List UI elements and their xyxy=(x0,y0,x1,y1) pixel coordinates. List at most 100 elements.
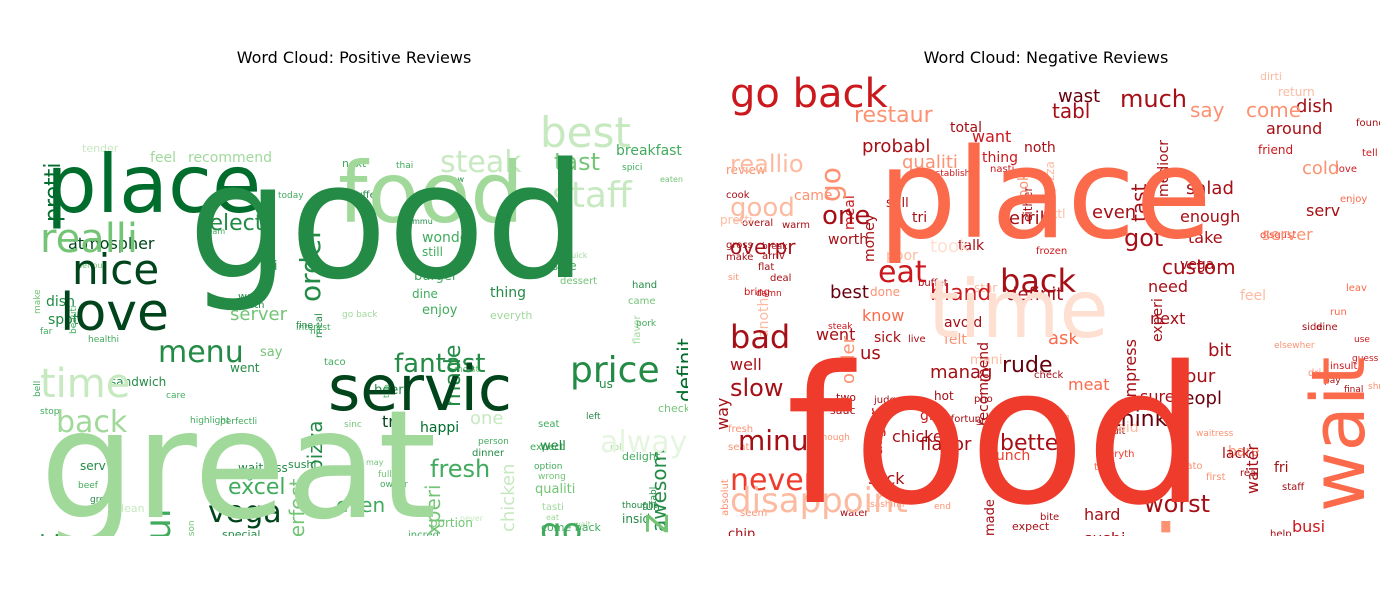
pos-word-vega: vega xyxy=(208,495,282,530)
pos-word-back: back xyxy=(56,405,128,440)
neg-word-two: two xyxy=(836,391,856,404)
pos-word-trip: trip xyxy=(382,384,391,398)
neg-word-done: done xyxy=(870,285,900,299)
positive-word-cloud: factbellcreamwowhummueatenquicktripgivem… xyxy=(31,108,688,536)
pos-word-excel: excel xyxy=(228,475,286,500)
neg-word-either: either xyxy=(1021,187,1035,222)
neg-word-star: star xyxy=(974,281,997,295)
neg-word-never: never xyxy=(730,463,817,498)
negative-cloud-title: Word Cloud: Negative Reviews xyxy=(923,48,1169,67)
pos-word-care: care xyxy=(166,391,186,401)
neg-word-sushi: sushi xyxy=(1084,529,1125,536)
neg-word-meat: meat xyxy=(1068,375,1110,394)
pos-word-tasti: tasti xyxy=(542,502,564,513)
neg-word-establish: establish xyxy=(930,169,970,179)
pos-word-burger: burger xyxy=(414,269,458,284)
neg-word-bad: bad xyxy=(730,318,790,356)
neg-word-gross: gross xyxy=(726,240,753,251)
pos-word-us: us xyxy=(599,377,613,391)
pos-word-interest: interest xyxy=(296,323,331,333)
neg-word-give: give xyxy=(920,408,950,424)
neg-word-food: food xyxy=(786,326,1206,536)
pos-word-staff: staff xyxy=(552,175,633,216)
pos-word-portion: portion xyxy=(430,516,473,530)
neg-word-busi: busi xyxy=(1292,517,1325,536)
pos-word-perfectli: perfectli xyxy=(220,417,257,427)
neg-word-wait: wait xyxy=(1296,357,1380,512)
neg-word-best: best xyxy=(830,282,869,303)
pos-word-beef: beef xyxy=(78,481,99,491)
pos-word-tender: tender xyxy=(82,142,119,155)
pos-word-left: left xyxy=(586,412,601,422)
neg-word-hour: hour xyxy=(1174,366,1216,387)
neg-word-although: although xyxy=(810,433,850,443)
neg-word-sauc: sauc xyxy=(830,404,856,417)
neg-word-arriv: arriv xyxy=(762,251,785,262)
pos-word-beer: beer xyxy=(374,383,404,398)
neg-word-absolut: absolut xyxy=(720,479,731,516)
neg-word-total: total xyxy=(950,120,982,136)
neg-word-bite: bite xyxy=(1040,512,1059,523)
pos-word-spot: spot xyxy=(48,312,79,328)
neg-word-guess: guess xyxy=(1352,354,1379,364)
neg-word-better: better xyxy=(1000,431,1068,456)
neg-word-take: take xyxy=(1188,228,1223,247)
neg-word-well: well xyxy=(730,355,762,374)
pos-word-mouth: mouth xyxy=(232,300,264,311)
neg-word-pizza: pizza xyxy=(1043,161,1057,192)
pos-word-eat: eat xyxy=(546,513,559,522)
neg-word-experi: experi xyxy=(1150,298,1166,342)
pos-word-well: well xyxy=(540,439,566,454)
neg-word-staff: staff xyxy=(1282,482,1305,493)
neg-word-steak: steak xyxy=(828,322,853,332)
neg-word-stay: stay xyxy=(976,417,997,428)
neg-word-break: break xyxy=(762,242,788,252)
pos-word-dine: dine xyxy=(412,287,438,301)
neg-word-dri: dri xyxy=(1308,368,1321,379)
pos-word-good: good xyxy=(188,128,587,315)
neg-word-frozen: frozen xyxy=(1036,246,1067,257)
neg-word-cook: cook xyxy=(726,190,750,201)
neg-word-wast: wast xyxy=(1058,86,1100,107)
neg-word-probabl: probabl xyxy=(862,136,930,157)
pos-word-fri: fri xyxy=(264,259,278,274)
neg-word-good: good xyxy=(730,193,795,223)
pos-word-special: special xyxy=(222,528,260,536)
neg-word-recommend: recommend xyxy=(976,342,992,426)
pos-word-hummu: hummu xyxy=(402,217,433,226)
neg-word-long: long xyxy=(1050,413,1069,423)
neg-word-custom: custom xyxy=(1162,255,1236,279)
pos-word-come-back: come back xyxy=(541,521,602,534)
pos-word-want: want xyxy=(238,290,266,303)
pos-word-serv: serv xyxy=(80,459,106,473)
neg-word-potato: potato xyxy=(1170,461,1203,472)
neg-word-burger: burger xyxy=(866,408,887,468)
neg-word-poor: poor xyxy=(886,248,918,264)
pos-word-hit: hit xyxy=(310,327,322,337)
neg-word-eat: eat xyxy=(878,255,927,290)
neg-word-friend: friend xyxy=(1258,143,1293,157)
neg-word-deal: deal xyxy=(770,273,791,284)
pos-word-server: server xyxy=(230,304,288,325)
neg-word-return: return xyxy=(1278,85,1315,99)
pos-word-order: order xyxy=(294,227,327,302)
pos-word-cream: cream xyxy=(200,227,225,236)
pos-word-insid: insid xyxy=(622,512,650,526)
neg-word-make: make xyxy=(726,252,753,263)
neg-word-got: got xyxy=(1124,224,1163,252)
neg-word-nasti: nasti xyxy=(990,164,1014,175)
pos-word-may: may xyxy=(366,458,384,467)
pos-word-tast: tast xyxy=(554,148,600,176)
neg-word-side: side xyxy=(1302,322,1323,333)
neg-word-use: use xyxy=(1354,335,1370,345)
pos-word-delight: delight xyxy=(622,450,661,463)
neg-word-first: first xyxy=(1206,472,1226,483)
pos-word-sandwich: sandwich xyxy=(110,375,166,389)
neg-word-final: final xyxy=(1344,385,1363,395)
pos-word-dinner: dinner xyxy=(472,448,505,459)
neg-word-tast: tast xyxy=(1127,183,1151,222)
neg-word-tasti: tasti xyxy=(1094,462,1116,473)
pos-word-realli: realli xyxy=(40,216,138,262)
pos-word-one: one xyxy=(470,408,504,429)
pos-word-breakfast: breakfast xyxy=(616,143,682,159)
